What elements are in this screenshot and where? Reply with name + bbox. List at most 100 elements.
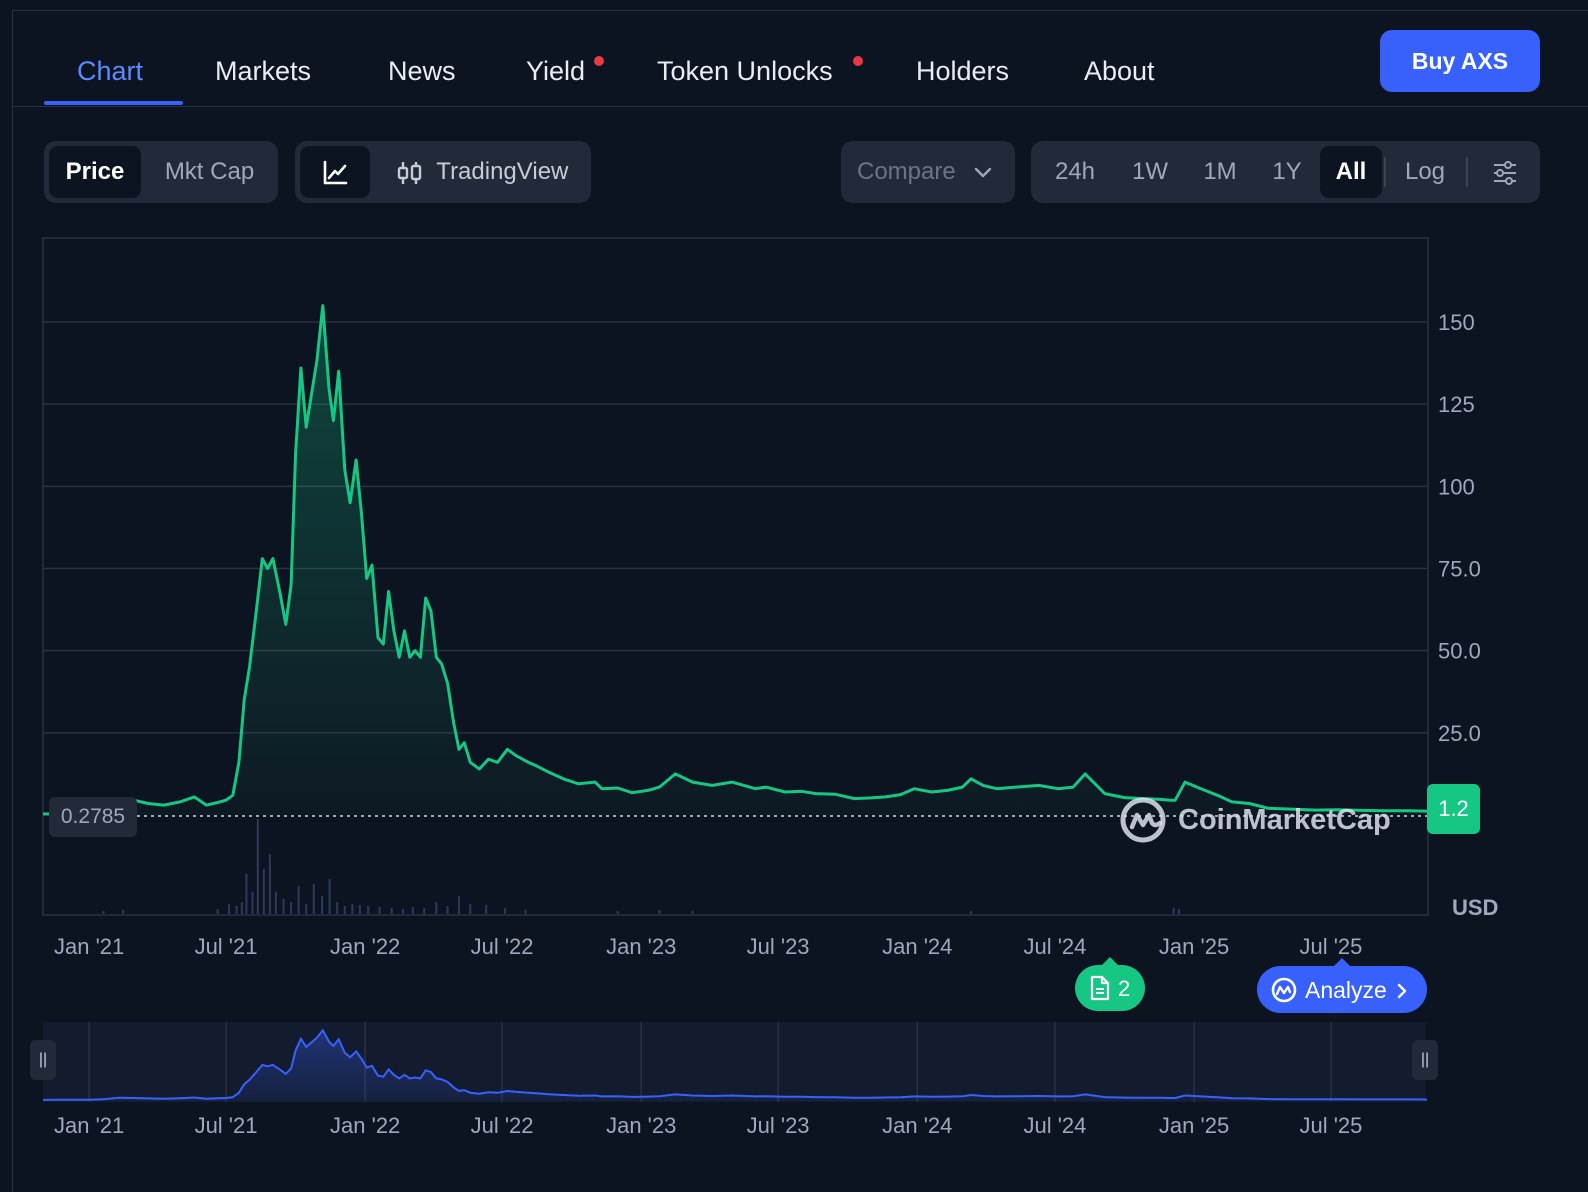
volume-bar [235,906,238,914]
y-tick-label: 75.0 [1438,557,1481,582]
buy-axs-button[interactable]: Buy AXS [1380,30,1540,92]
volume-bar [228,904,231,914]
plot-frame [42,237,1429,916]
volume-bar [358,905,361,914]
volume-bar [485,905,488,914]
range-1y[interactable]: 1Y [1272,158,1302,185]
navigator-x-tick-label: Jan '25 [1159,1113,1229,1138]
volume-bar [524,910,527,914]
volume-bar [367,906,370,914]
price-option[interactable]: Price [49,146,141,198]
watermark-text: CoinMarketCap [1178,803,1391,836]
navigator-x-tick-label: Jan '24 [882,1113,952,1138]
y-axis: 25.0 50.0 75.0 100 125 150 [1438,310,1481,746]
volume-bar [969,911,972,914]
news-count: 2 [1118,976,1131,1001]
x-tick-label: Jul '25 [1299,934,1362,959]
chart-type-toggle: TradingView [295,141,591,203]
volume-bars [102,819,1180,914]
range-24h[interactable]: 24h [1054,158,1096,185]
tab-holders[interactable]: Holders [916,56,1010,86]
chevron-right-icon [1397,983,1407,999]
x-axis: Jan '21 Jul '21 Jan '22 Jul '22 Jan '23 Jul '… [54,934,1362,959]
tabs-divider [12,106,1588,107]
x-tick-label: Jan '23 [606,934,676,959]
volume-bar [321,896,324,914]
volume-bar [343,906,346,914]
y-tick-label: 25.0 [1438,721,1481,746]
token-unlocks-notification-dot [853,56,863,66]
price-area-fill [43,305,1427,815]
navigator-x-tick-label: Jul '24 [1023,1113,1086,1138]
navigator-x-tick-label: Jul '21 [195,1113,258,1138]
volume-bar [378,907,381,914]
news-marker[interactable]: 2 [1075,957,1145,1011]
navigator-x-tick-label: Jan '21 [54,1113,124,1138]
y-tick-label: 125 [1438,392,1475,417]
volume-bar [411,907,414,914]
compare-label: Compare [857,158,956,185]
navigator-x-tick-label: Jul '25 [1299,1113,1362,1138]
volume-bar [1177,909,1180,914]
currency-label: USD [1452,895,1499,920]
chart-settings-button[interactable] [1480,146,1530,198]
volume-bar [390,908,393,914]
line-chart-option[interactable] [300,146,370,198]
y-tick-label: 50.0 [1438,639,1481,664]
volume-bar [691,911,694,914]
navigator-x-tick-label: Jul '22 [471,1113,534,1138]
navigator-x-axis: Jan '21 Jul '21 Jan '22 Jul '22 Jan '23 Jul '… [54,1113,1362,1138]
volume-bar [274,892,277,914]
tab-yield[interactable]: Yield [526,56,586,86]
min-price-tag: 0.2785 [49,797,137,837]
volume-bar [446,906,449,914]
price-mktcap-toggle: Price Mkt Cap [44,141,278,203]
volume-bar [469,904,472,914]
time-range-selector: 24h 1W 1M 1Y All Log [1031,141,1540,203]
compare-dropdown[interactable]: Compare [841,141,1015,203]
document-icon [1090,975,1110,1001]
x-tick-label: Jul '24 [1023,934,1086,959]
navigator-right-handle[interactable]: || [1412,1040,1438,1080]
volume-bar [401,909,404,914]
tab-markets[interactable]: Markets [215,56,312,86]
navigator-left-handle[interactable]: || [30,1040,56,1080]
tradingview-label: TradingView [436,158,569,185]
range-1w[interactable]: 1W [1132,158,1168,185]
coinmarketcap-logo-icon [1120,797,1166,843]
navigator-x-tick-label: Jul '23 [747,1113,810,1138]
tradingview-option[interactable]: TradingView [387,146,577,198]
candlestick-icon [397,161,421,184]
log-toggle[interactable]: Log [1404,158,1446,185]
range-1m[interactable]: 1M [1203,158,1237,185]
news-marker-caret [1102,957,1118,965]
volume-bar [251,892,254,914]
x-tick-label: Jul '21 [195,934,258,959]
volume-bar [240,902,243,914]
x-tick-label: Jul '22 [471,934,534,959]
x-tick-label: Jan '21 [54,934,124,959]
x-tick-label: Jul '23 [747,934,810,959]
range-all[interactable]: All [1320,146,1382,198]
yield-notification-dot [594,56,604,66]
volume-bar [216,909,219,914]
volume-bar [658,910,661,914]
volume-bar [328,879,331,914]
tab-news[interactable]: News [388,56,456,86]
frame-top-border [12,10,1588,11]
tab-about[interactable]: About [1084,56,1155,86]
analyze-button[interactable]: Analyze [1257,958,1427,1013]
volume-bar [312,884,315,914]
analyze-caret [1334,958,1350,966]
x-tick-label: Jan '22 [330,934,400,959]
navigator-x-tick-label: Jan '23 [606,1113,676,1138]
mkt-cap-option[interactable]: Mkt Cap [164,158,255,185]
volume-bar [616,911,619,914]
volume-bar [122,910,125,914]
volume-bar [245,874,248,914]
tab-token-unlocks[interactable]: Token Unlocks [657,56,833,86]
tab-chart[interactable]: Chart [77,56,144,86]
price-line [42,304,1428,816]
chevron-down-icon [974,167,992,178]
